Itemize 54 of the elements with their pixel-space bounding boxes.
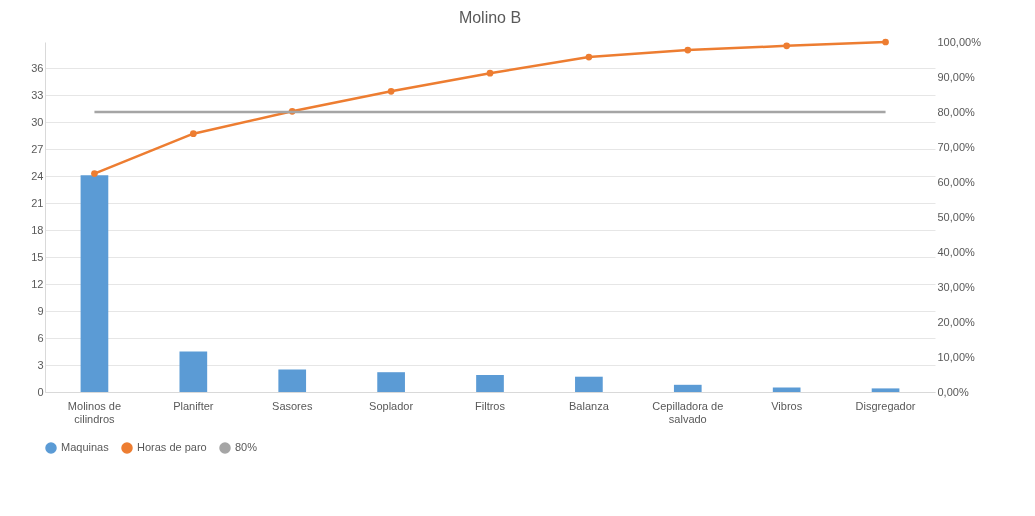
y-tick-label: 12 [31, 277, 44, 290]
y2-tick-label: 20,00% [937, 315, 976, 328]
chart-title: Molino B [458, 9, 522, 26]
y2-tick-label: 50,00% [937, 210, 976, 223]
x-tick-label: Planifter [173, 399, 214, 412]
bar [80, 175, 109, 392]
y2-tick-label: 40,00% [937, 245, 976, 258]
y-tick-label: 27 [31, 142, 44, 155]
x-tick-label: Filtros [475, 399, 506, 412]
y-tick-label: 24 [31, 169, 44, 182]
legend-label: 80% [235, 441, 258, 453]
bar [871, 388, 900, 392]
y2-tick-label: 10,00% [937, 350, 976, 363]
y-tick-label: 15 [31, 250, 44, 263]
point [783, 42, 791, 50]
bar [377, 372, 405, 392]
point [387, 88, 395, 95]
y-tick-label: 6 [37, 331, 44, 344]
y-tick-label: 9 [37, 304, 44, 317]
y-tick-label: 3 [37, 358, 44, 371]
y2-tick-label: 60,00% [937, 175, 976, 188]
bar [179, 351, 208, 392]
bar [476, 374, 504, 392]
y2-tick-label: 90,00% [937, 70, 976, 83]
y2-tick-label: 0,00% [937, 385, 969, 398]
bar [772, 387, 801, 392]
y2-tick-label: 100,00% [937, 35, 982, 48]
bar [278, 369, 307, 392]
x-tick-label: Soplador [369, 399, 414, 412]
point [585, 53, 593, 61]
legend-label: Horas de paro [137, 441, 207, 453]
x-tick-label: Sasores [272, 399, 313, 412]
bar [673, 384, 702, 392]
y2-tick-label: 80,00% [937, 105, 976, 118]
point [684, 46, 692, 54]
y-tick-label: 30 [31, 115, 44, 128]
y-tick-label: 21 [31, 196, 44, 209]
point [486, 69, 494, 77]
y-tick-label: 33 [31, 88, 44, 101]
y2-tick-label: 70,00% [937, 140, 976, 153]
x-tick-label: Vibros [771, 399, 803, 412]
y-tick-label: 36 [31, 61, 44, 74]
x-tick-label: Balanza [569, 399, 610, 412]
y-tick-label: 0 [37, 385, 44, 398]
y-tick-label: 18 [31, 223, 44, 236]
point [882, 38, 889, 46]
point [91, 170, 98, 177]
x-tick-label: Molinos de cilindros [67, 399, 122, 425]
y2-tick-label: 30,00% [937, 280, 976, 293]
legend-label: Maquinas [61, 441, 110, 453]
x-tick-label: Cepilladora de salvado [652, 399, 724, 425]
x-tick-label: Disgregador [855, 399, 916, 412]
point [189, 130, 197, 138]
bar [575, 376, 603, 392]
